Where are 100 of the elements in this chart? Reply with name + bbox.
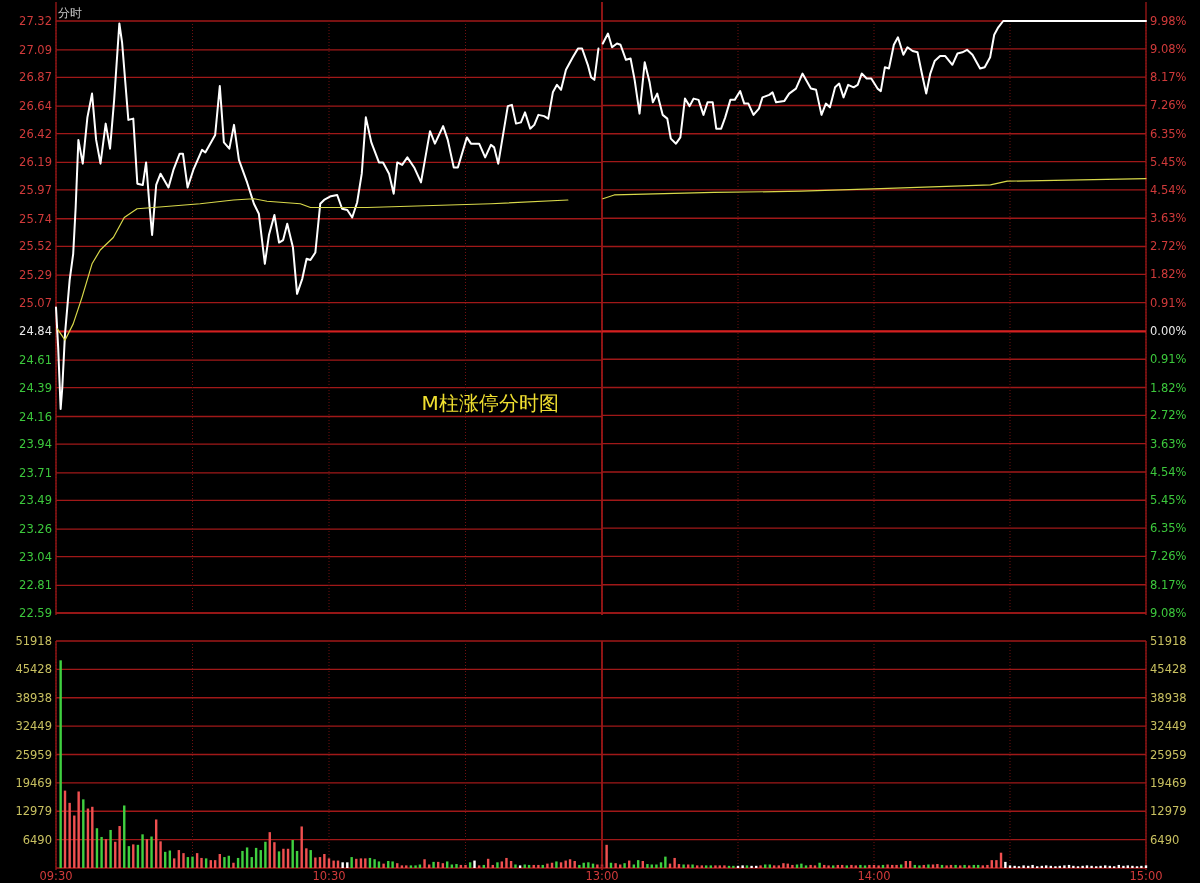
- y-tick-label: 26.64: [19, 99, 52, 114]
- bar: [877, 865, 880, 868]
- bar: [623, 863, 626, 868]
- y2-tick-label: 0.91%: [1150, 352, 1187, 367]
- bar: [945, 865, 948, 868]
- x-tick-label: 14:00: [857, 869, 891, 883]
- y-tick-label: 23.71: [19, 465, 52, 480]
- bar: [564, 860, 567, 868]
- y2-tick-label: 1.82%: [1150, 267, 1187, 282]
- y2-tick-label: 9.98%: [1150, 14, 1187, 28]
- y2-tick-label: 2.72%: [1150, 239, 1187, 254]
- bar: [655, 864, 658, 868]
- bar: [59, 660, 62, 868]
- y-tick-label: 22.59: [19, 606, 52, 620]
- bar: [959, 865, 962, 868]
- bar: [963, 864, 966, 868]
- y-tick-label: 51918: [15, 634, 52, 648]
- bar: [863, 865, 867, 868]
- y2-tick-label: 45428: [1150, 662, 1187, 677]
- y2-tick-label: 1.82%: [1150, 380, 1187, 395]
- bar: [1081, 865, 1084, 868]
- y-tick-label: 25.52: [19, 239, 52, 254]
- y-tick-label: 6490: [22, 832, 52, 847]
- bar: [759, 865, 762, 868]
- bar: [432, 861, 435, 868]
- y-tick-label: 25.29: [19, 268, 52, 283]
- line-series: [56, 198, 569, 341]
- bar: [673, 857, 676, 868]
- bar: [995, 860, 998, 868]
- bar: [373, 859, 376, 868]
- bar: [141, 834, 144, 868]
- y-tick-label: 23.49: [19, 493, 52, 508]
- bar: [546, 863, 549, 868]
- bar: [423, 859, 426, 868]
- bar: [1099, 865, 1102, 868]
- bar: [200, 857, 203, 868]
- y2-tick-label: 9.08%: [1150, 606, 1187, 620]
- bar: [332, 860, 335, 868]
- bar: [818, 862, 821, 868]
- x-tick-label: 09:30: [39, 869, 73, 883]
- bar: [382, 863, 385, 868]
- y-tick-label: 26.19: [19, 155, 52, 170]
- y2-tick-label: 2.72%: [1150, 408, 1187, 423]
- y2-tick-label: 0.91%: [1150, 295, 1187, 310]
- bar: [537, 864, 540, 868]
- y2-tick-label: 6.35%: [1150, 521, 1187, 536]
- y2-tick-label: 8.17%: [1150, 577, 1187, 592]
- bar: [455, 864, 458, 868]
- bar: [223, 857, 226, 868]
- y-tick-label: 45428: [15, 662, 52, 677]
- bar: [1022, 865, 1025, 868]
- y2-tick-label: 3.63%: [1150, 436, 1187, 451]
- bar: [954, 864, 957, 868]
- bar: [241, 850, 244, 868]
- bar: [918, 865, 921, 868]
- bar: [696, 865, 699, 868]
- bar: [300, 826, 303, 868]
- bar: [809, 864, 812, 868]
- bar: [1144, 865, 1148, 868]
- bar: [409, 865, 413, 868]
- bar: [1126, 865, 1129, 868]
- bar: [150, 836, 153, 868]
- bar: [804, 865, 808, 868]
- bar: [859, 864, 862, 868]
- bar: [745, 865, 749, 868]
- y2-tick-label: 8.17%: [1150, 70, 1187, 85]
- bar: [282, 848, 285, 868]
- x-tick-label: 15:00: [1129, 869, 1163, 883]
- bar: [355, 858, 358, 868]
- bar: [473, 860, 476, 868]
- bar: [936, 864, 939, 868]
- bar: [391, 861, 394, 868]
- y2-tick-label: 0.00%: [1150, 323, 1187, 338]
- bar: [68, 802, 71, 868]
- bar: [646, 864, 649, 868]
- bar: [518, 865, 522, 868]
- bar: [118, 826, 121, 868]
- bar: [732, 865, 735, 868]
- bar: [82, 799, 85, 868]
- bar: [772, 865, 776, 868]
- bar: [691, 864, 694, 868]
- y-tick-label: 25.07: [19, 295, 52, 310]
- bar: [1044, 865, 1048, 868]
- bar: [264, 841, 267, 868]
- y2-tick-label: 12979: [1150, 804, 1187, 819]
- bar: [664, 856, 667, 868]
- y-tick-label: 24.16: [19, 409, 52, 424]
- bar: [232, 862, 235, 868]
- bar: [700, 865, 704, 868]
- bar: [1013, 865, 1016, 868]
- bar: [832, 865, 835, 868]
- bar: [350, 857, 353, 868]
- y2-tick-label: 5.45%: [1150, 493, 1187, 508]
- y2-tick-label: 32449: [1150, 719, 1187, 734]
- bar: [854, 865, 857, 868]
- y-tick-label: 24.84: [19, 324, 52, 339]
- bar: [850, 864, 853, 868]
- bar: [886, 864, 889, 868]
- bar: [514, 864, 517, 868]
- bar: [341, 862, 344, 868]
